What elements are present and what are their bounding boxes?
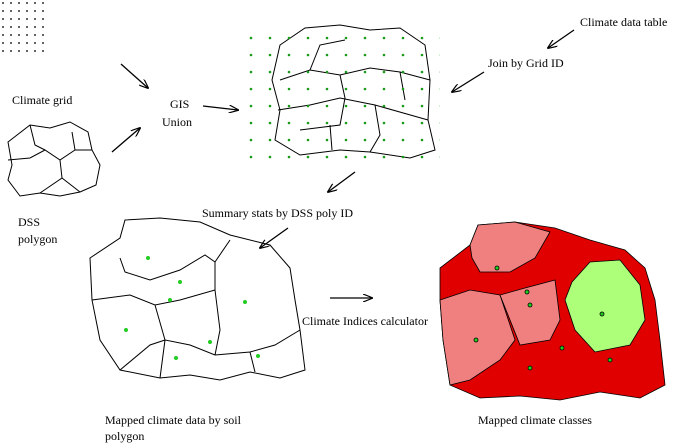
- climate-grid-dots: [0, 0, 50, 55]
- classes-map: [439, 221, 666, 401]
- arrow: [120, 63, 148, 88]
- gis-label: Union: [162, 115, 192, 129]
- dss-label: DSS: [18, 215, 40, 229]
- calculator-label: Climate Indices calculator: [302, 314, 428, 328]
- arrow: [548, 29, 575, 48]
- join-label: Join by Grid ID: [488, 56, 564, 70]
- union-map: [248, 24, 440, 165]
- climate-grid-label: Climate grid: [12, 93, 72, 107]
- arrow: [260, 227, 289, 248]
- summary-stats-label: Summary stats by DSS poly ID: [202, 206, 353, 220]
- arrow: [328, 171, 356, 192]
- arrow: [111, 128, 140, 153]
- dss-label: polygon: [18, 232, 57, 246]
- mapped-data-map: [89, 217, 306, 381]
- climate-data-table-label: Climate data table: [580, 15, 667, 29]
- gis-label: GIS: [170, 97, 189, 111]
- arrow: [202, 106, 238, 110]
- dss-polygon-map: [7, 121, 101, 197]
- mapped-data-label: polygon: [105, 429, 144, 443]
- mapped-data-label: Mapped climate data by soil: [105, 413, 242, 427]
- arrow: [452, 71, 485, 92]
- mapped-classes-label: Mapped climate classes: [478, 413, 592, 427]
